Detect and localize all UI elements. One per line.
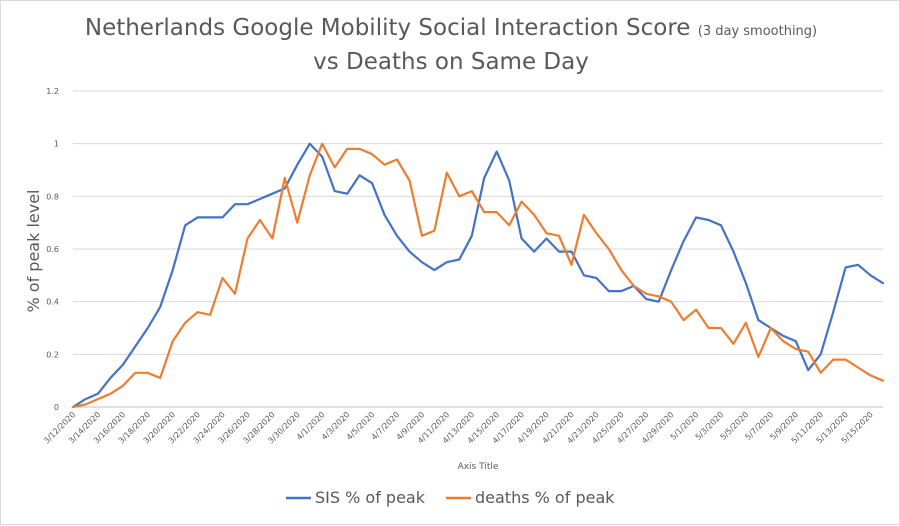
chart-title-note: (3 day smoothing) [697, 24, 818, 39]
y-axis-label: % of peak level [24, 190, 43, 313]
y-tick-label: 0.6 [46, 245, 59, 254]
y-tick-label: 0.2 [46, 350, 59, 359]
series-lines [71, 142, 885, 409]
chart-title: Netherlands Google Mobility Social Inter… [1, 15, 900, 41]
x-axis-ticks: 3/12/20203/14/20203/16/20203/18/20203/20… [42, 410, 875, 445]
y-tick-label: 1.2 [46, 87, 59, 96]
legend-label-deaths: deaths % of peak [475, 488, 615, 507]
chart-title-main: Netherlands Google Mobility Social Inter… [84, 15, 691, 41]
legend: SIS % of peak deaths % of peak [286, 488, 615, 507]
chart-subtitle: vs Deaths on Same Day [313, 49, 589, 75]
gridlines [73, 90, 883, 408]
y-tick-label: 0.8 [46, 192, 59, 201]
legend-label-sis: SIS % of peak [315, 488, 426, 507]
y-tick-label: 0 [54, 403, 59, 412]
x-axis-label: Axis Title [458, 462, 499, 472]
sis-series-line [71, 142, 885, 409]
y-axis-ticks: 0 0.2 0.4 0.6 0.8 1 1.2 [46, 87, 59, 412]
deaths-series-line [71, 142, 885, 409]
y-tick-label: 1 [54, 140, 59, 149]
y-tick-label: 0.4 [46, 298, 59, 307]
